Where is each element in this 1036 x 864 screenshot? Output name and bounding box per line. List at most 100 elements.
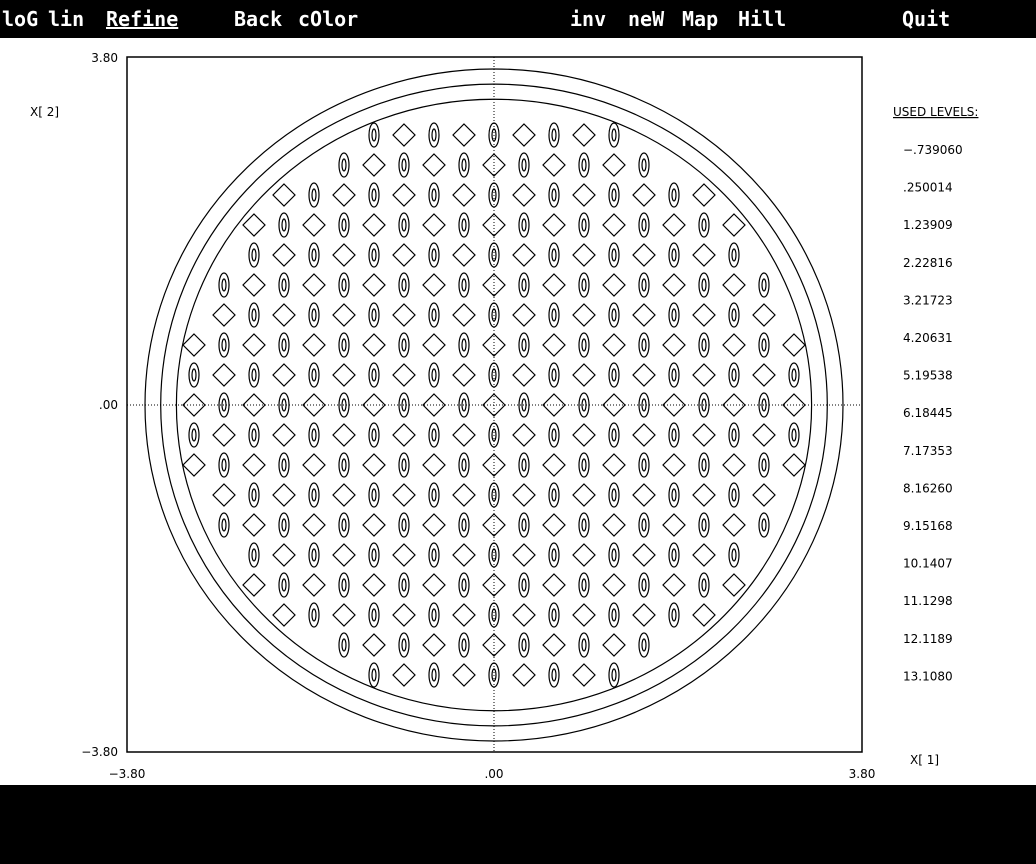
contour [452, 243, 476, 267]
contour [398, 512, 410, 538]
contour [458, 452, 470, 478]
contour [428, 242, 440, 268]
contour [401, 158, 407, 172]
contour [671, 488, 677, 502]
contour [212, 483, 236, 507]
contour [752, 303, 776, 327]
contour [488, 362, 500, 388]
contour [422, 633, 446, 657]
contour [548, 602, 560, 628]
contour [581, 578, 587, 592]
contour [332, 183, 356, 207]
contour [401, 638, 407, 652]
contour [242, 513, 266, 537]
menu-item[interactable]: neW [628, 7, 665, 31]
contour [662, 453, 686, 477]
contour [431, 548, 437, 562]
contour [512, 423, 536, 447]
contour [338, 452, 350, 478]
contour [422, 333, 446, 357]
contour [572, 243, 596, 267]
contour [491, 368, 497, 382]
contour [218, 332, 230, 358]
contour [608, 122, 620, 148]
contour [548, 542, 560, 568]
menu-item[interactable]: loG [2, 7, 38, 31]
menu-item[interactable]: Hill [738, 7, 786, 31]
level-value: 8.16260 [903, 481, 953, 495]
menu-item[interactable]: cOlor [298, 7, 358, 31]
contour [422, 273, 446, 297]
contour [728, 242, 740, 268]
contour [482, 333, 506, 357]
menu-item[interactable]: lin [48, 7, 84, 31]
contour [692, 543, 716, 567]
contour [242, 273, 266, 297]
contour [518, 512, 530, 538]
menu-item[interactable]: Quit [902, 7, 950, 31]
contour [578, 332, 590, 358]
contour [278, 392, 290, 418]
contour [602, 573, 626, 597]
menu-item[interactable]: Refine [106, 7, 178, 31]
contour [221, 458, 227, 472]
contour [248, 302, 260, 328]
contour [212, 303, 236, 327]
contour [338, 332, 350, 358]
y-tick-label: −3.80 [81, 745, 118, 759]
contour [668, 422, 680, 448]
contour [242, 213, 266, 237]
contour [491, 548, 497, 562]
levels-list: −.739060 .250014 1.23909 2.22816 3.21723 4.20… [903, 143, 963, 683]
contour [488, 122, 500, 148]
contour [692, 243, 716, 267]
contour [482, 213, 506, 237]
contour [311, 188, 317, 202]
contour [278, 212, 290, 238]
contour [782, 333, 806, 357]
contour [782, 453, 806, 477]
contour [668, 482, 680, 508]
contour [698, 392, 710, 418]
contour [542, 513, 566, 537]
contour [611, 428, 617, 442]
contour [581, 398, 587, 412]
contour [392, 363, 416, 387]
contour [518, 632, 530, 658]
contour [281, 218, 287, 232]
contour [428, 602, 440, 628]
contour [251, 488, 257, 502]
level-value: 9.15168 [903, 519, 953, 533]
contour [608, 302, 620, 328]
contour [641, 158, 647, 172]
contour [248, 422, 260, 448]
contour [608, 482, 620, 508]
contour [341, 458, 347, 472]
contour [518, 332, 530, 358]
contour [371, 608, 377, 622]
contour [611, 488, 617, 502]
contour [731, 488, 737, 502]
contour [731, 248, 737, 262]
menu-item[interactable]: inv [570, 7, 606, 31]
contour [212, 363, 236, 387]
contour [431, 128, 437, 142]
contour [392, 123, 416, 147]
contour [752, 483, 776, 507]
contour [368, 602, 380, 628]
contour [551, 128, 557, 142]
contour [611, 308, 617, 322]
contour [371, 128, 377, 142]
contour [791, 368, 797, 382]
menu-item[interactable]: Map [682, 7, 718, 31]
contour [362, 573, 386, 597]
contour [638, 392, 650, 418]
contour [160, 83, 828, 727]
contour [641, 338, 647, 352]
menu-item[interactable]: Back [234, 7, 282, 31]
contour [512, 663, 536, 687]
contour [392, 243, 416, 267]
contour [698, 272, 710, 298]
contour [521, 158, 527, 172]
menu-bar [0, 0, 1036, 38]
